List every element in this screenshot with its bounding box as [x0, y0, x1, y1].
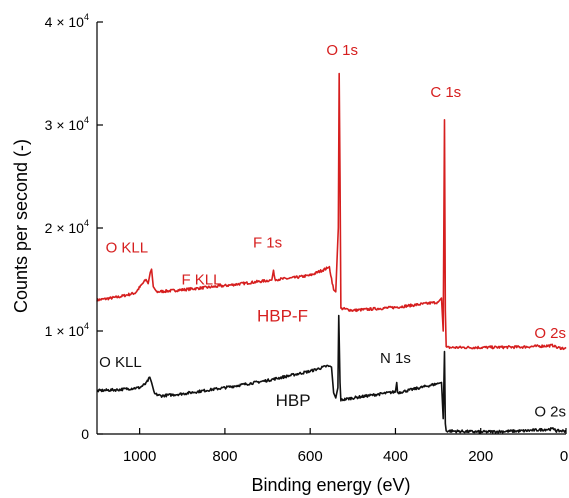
y-tick-label: 3 × 104 — [45, 115, 89, 133]
x-tick-label: 1000 — [123, 448, 156, 465]
x-tick-label: 800 — [212, 448, 237, 465]
x-tick-label: 400 — [383, 448, 408, 465]
peak-annotation: HBP-F — [257, 307, 308, 326]
x-tick-label: 0 — [560, 448, 568, 465]
y-tick-label: 0 — [81, 426, 89, 442]
plot-area — [96, 72, 567, 434]
x-axis-label: Binding energy (eV) — [251, 475, 410, 495]
y-axis-label: Counts per second (-) — [11, 139, 31, 313]
x-tick-label: 600 — [298, 448, 323, 465]
y-tick-label: 4 × 104 — [45, 12, 89, 30]
peak-annotation: N 1s — [380, 350, 411, 367]
peak-annotation: F KLL — [181, 272, 221, 289]
peak-annotation: C 1s — [430, 84, 461, 101]
y-tick-label: 2 × 104 — [45, 218, 89, 236]
peak-annotation: O 2s — [534, 403, 566, 420]
axes: 1000 800 600 400 200 0 0 1 × 104 2 × 104 3 × 104 4… — [45, 12, 569, 465]
peak-annotation: HBP — [276, 391, 311, 410]
peak-annotation: O KLL — [106, 240, 149, 257]
peak-annotation: O 1s — [326, 42, 358, 59]
x-tick-label: 200 — [468, 448, 493, 465]
series-line-hbp — [96, 314, 567, 434]
peak-annotation: F 1s — [253, 235, 282, 252]
peak-annotation: O KLL — [99, 354, 142, 371]
peak-annotation: O 2s — [534, 325, 566, 342]
y-tick-label: 1 × 104 — [45, 321, 89, 339]
series-line-hbp-f — [96, 72, 567, 351]
